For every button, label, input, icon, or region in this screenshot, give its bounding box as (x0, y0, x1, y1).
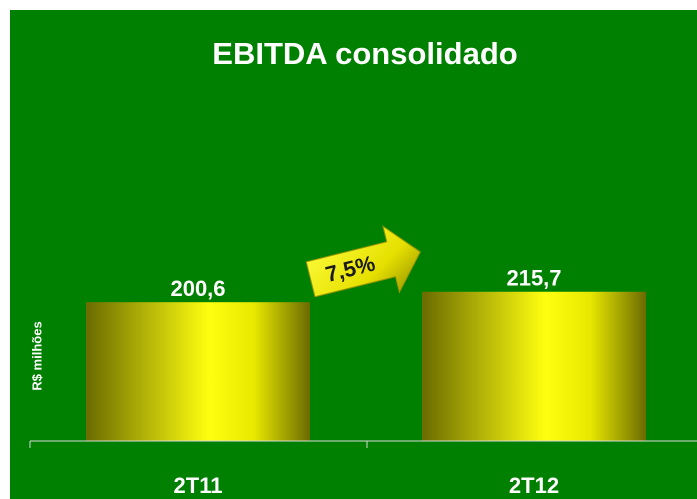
growth-arrow: 7,5% (305, 225, 421, 298)
value-label: 215,7 (506, 266, 561, 291)
y-axis-label: R$ milhões (29, 321, 44, 390)
chart-title: EBITDA consolidado (212, 36, 517, 71)
bars (86, 291, 646, 441)
bar (422, 291, 646, 441)
value-label: 200,6 (170, 276, 225, 301)
x-tick-label: 2T11 (174, 473, 223, 498)
x-tick-label: 2T12 (509, 473, 559, 498)
bar (86, 302, 310, 441)
